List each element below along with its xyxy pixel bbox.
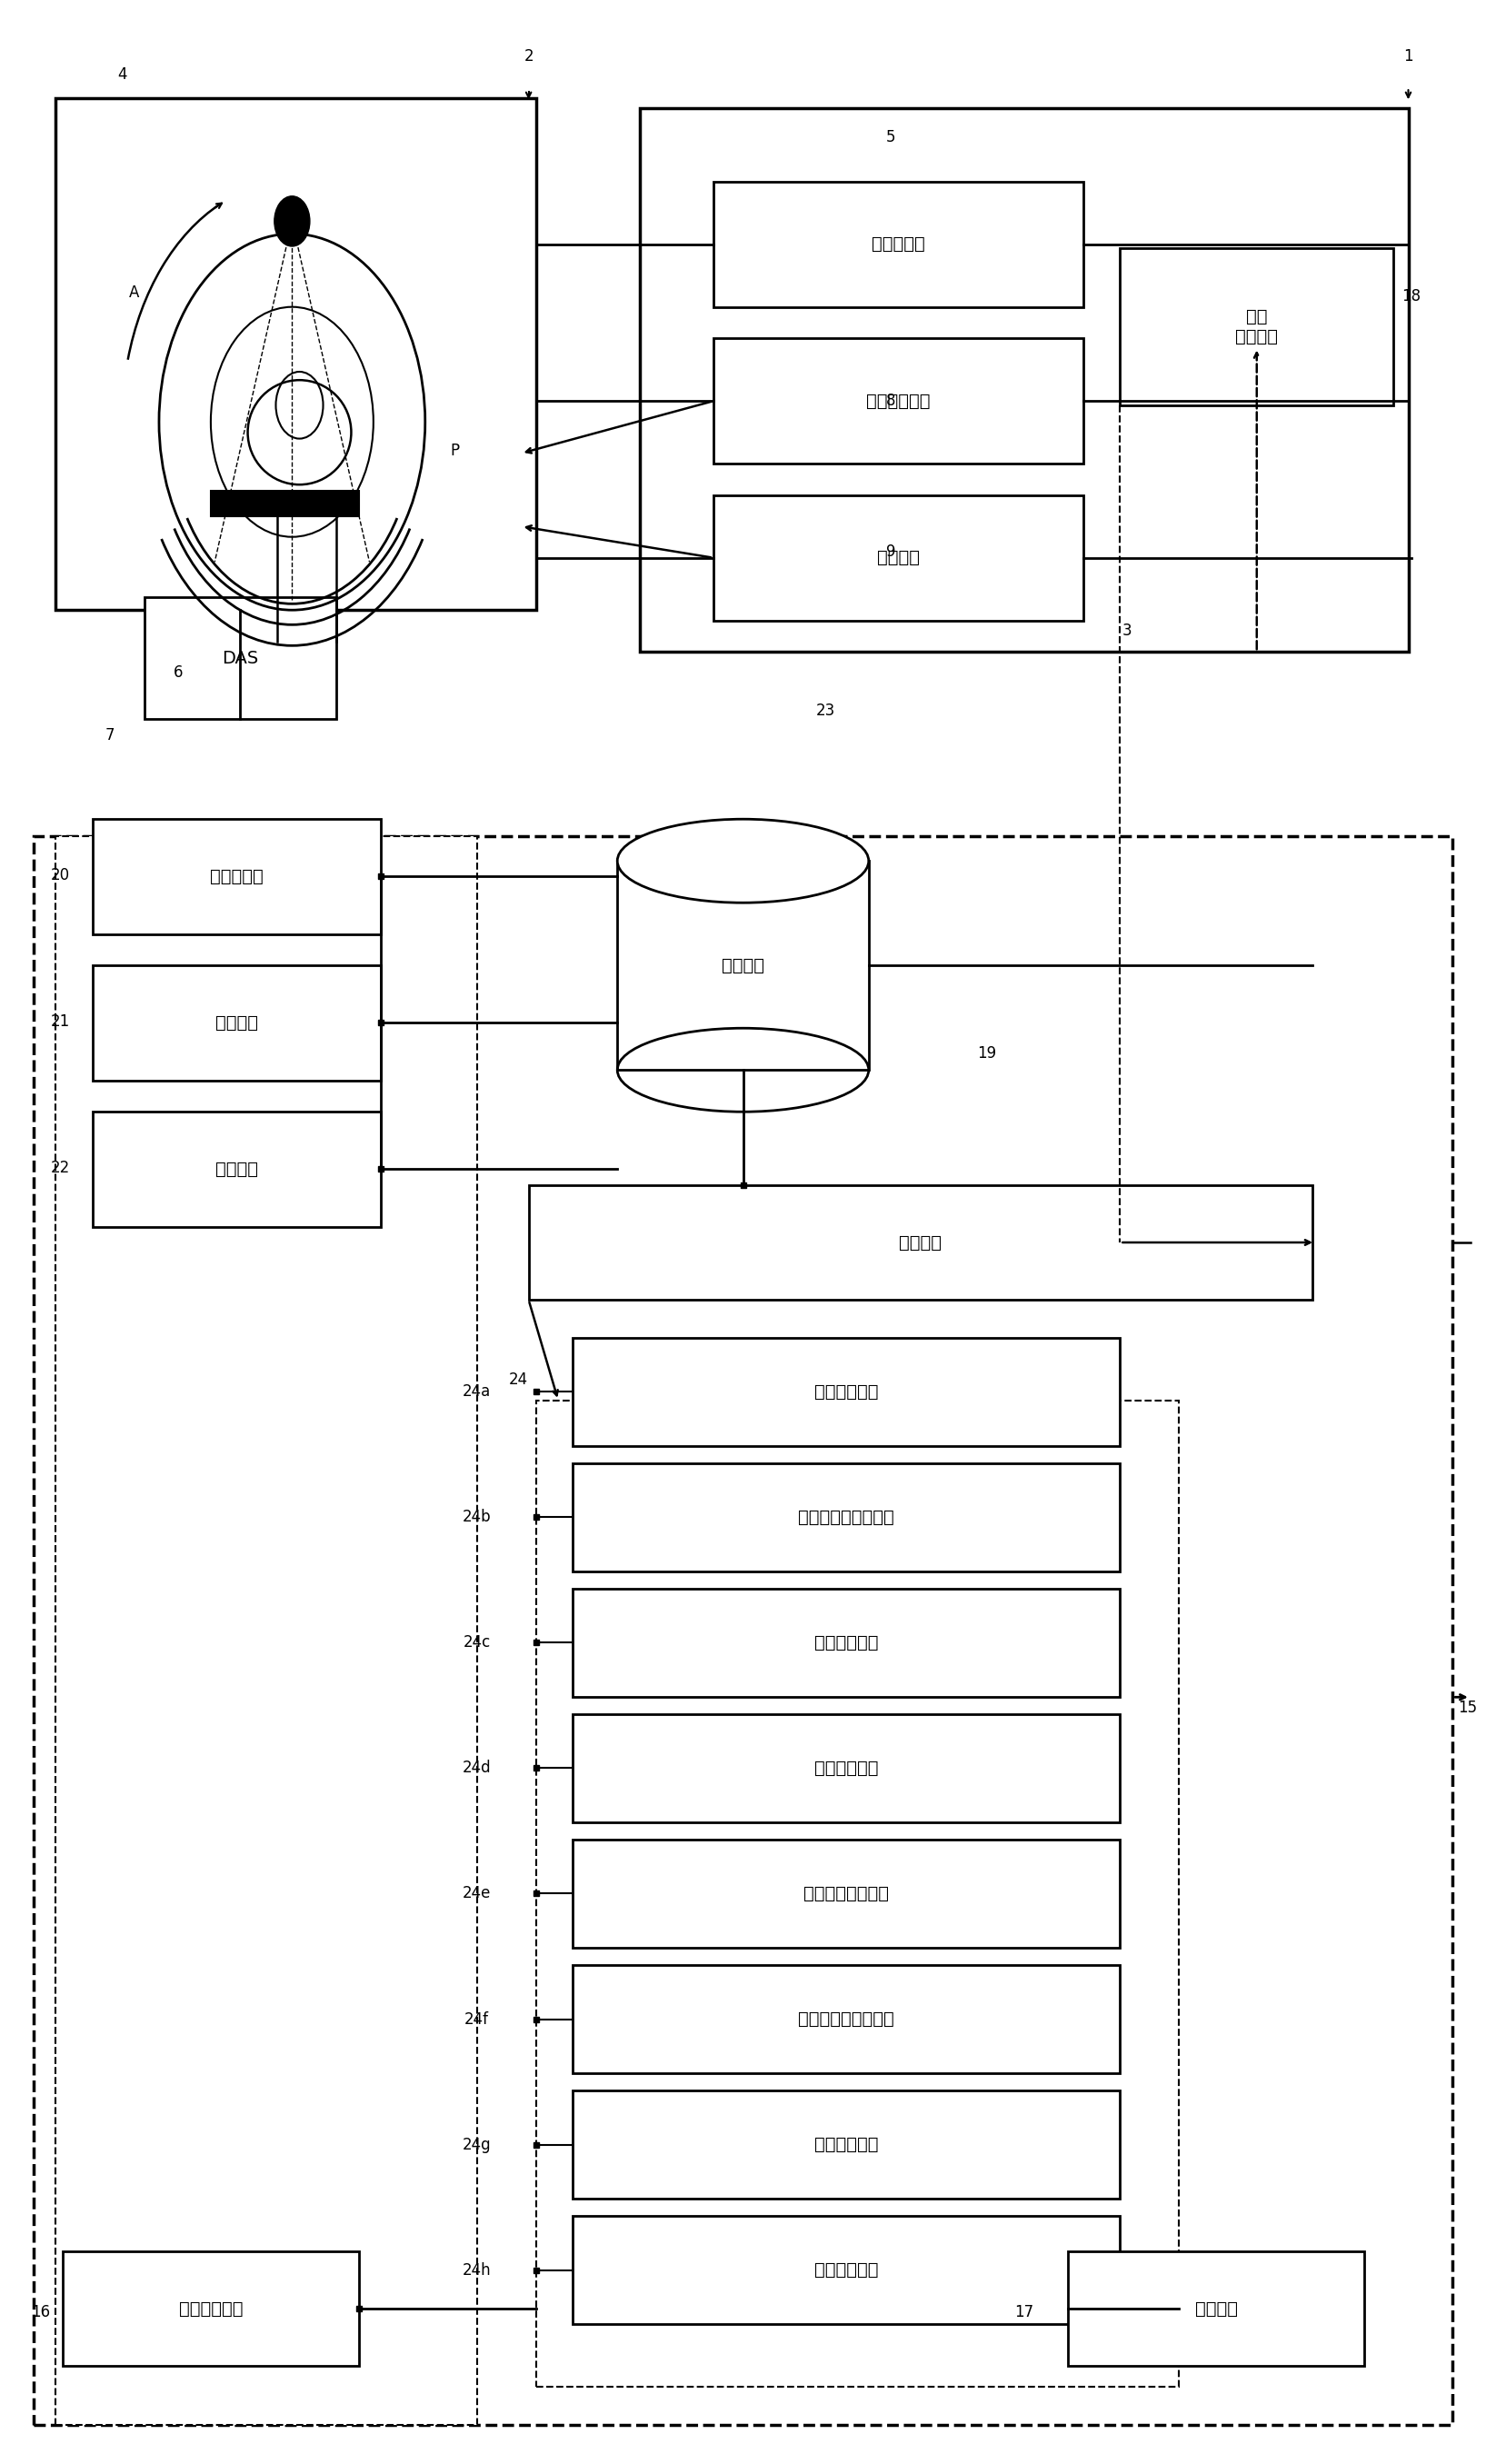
Text: 掩模处理单元: 掩模处理单元 xyxy=(814,1759,878,1777)
FancyBboxPatch shape xyxy=(574,2215,1120,2324)
FancyBboxPatch shape xyxy=(1068,2252,1364,2365)
Text: 矩阵减化单元: 矩阵减化单元 xyxy=(814,1634,878,1651)
Text: 输入单元: 输入单元 xyxy=(1195,2299,1238,2316)
Text: 19: 19 xyxy=(978,1045,997,1062)
Text: 3: 3 xyxy=(1122,623,1132,638)
Text: 4: 4 xyxy=(117,67,126,84)
Text: 8: 8 xyxy=(886,392,896,409)
Text: 图像合成单元: 图像合成单元 xyxy=(814,2136,878,2154)
Text: 18: 18 xyxy=(1401,288,1421,306)
FancyBboxPatch shape xyxy=(1120,249,1394,404)
Text: DAS: DAS xyxy=(221,650,259,668)
Text: 15: 15 xyxy=(1458,1700,1477,1715)
Text: 心电图机: 心电图机 xyxy=(877,549,920,567)
Text: 22: 22 xyxy=(51,1161,70,1175)
Text: 存储设备: 存储设备 xyxy=(722,956,764,973)
FancyBboxPatch shape xyxy=(713,338,1083,463)
Text: 23: 23 xyxy=(816,702,835,719)
Text: A: A xyxy=(129,283,140,301)
FancyBboxPatch shape xyxy=(144,596,336,719)
Text: 24d: 24d xyxy=(462,1759,492,1777)
FancyBboxPatch shape xyxy=(92,1111,380,1227)
Text: 24g: 24g xyxy=(462,2136,492,2154)
Text: 控制单元: 控制单元 xyxy=(899,1234,942,1252)
Text: 20: 20 xyxy=(51,867,70,885)
Text: 扫描
控制设备: 扫描 控制设备 xyxy=(1235,308,1278,345)
FancyBboxPatch shape xyxy=(574,2089,1120,2198)
Text: 预处理单元: 预处理单元 xyxy=(210,867,263,885)
FancyBboxPatch shape xyxy=(617,860,869,1069)
FancyBboxPatch shape xyxy=(211,490,358,515)
FancyBboxPatch shape xyxy=(574,1715,1120,1823)
Text: 高压发电机: 高压发电机 xyxy=(871,237,924,254)
Text: 16: 16 xyxy=(31,2304,51,2321)
FancyBboxPatch shape xyxy=(574,1589,1120,1698)
Text: 24h: 24h xyxy=(462,2262,492,2279)
FancyBboxPatch shape xyxy=(92,966,380,1079)
FancyBboxPatch shape xyxy=(574,1338,1120,1446)
Text: 24b: 24b xyxy=(462,1508,492,1525)
Text: P: P xyxy=(450,444,459,458)
Text: 9: 9 xyxy=(886,545,896,559)
FancyBboxPatch shape xyxy=(92,818,380,934)
Text: 图像显示单元: 图像显示单元 xyxy=(178,2299,242,2316)
Text: 17: 17 xyxy=(1015,2304,1033,2321)
FancyBboxPatch shape xyxy=(713,495,1083,621)
Text: 7: 7 xyxy=(106,727,114,744)
Text: 倾斜横截面转换单元: 倾斜横截面转换单元 xyxy=(798,2011,895,2028)
Text: 21: 21 xyxy=(51,1013,70,1030)
Circle shape xyxy=(275,197,309,246)
Text: 24a: 24a xyxy=(462,1385,490,1400)
FancyBboxPatch shape xyxy=(529,1185,1312,1301)
Text: 24c: 24c xyxy=(464,1634,490,1651)
FancyBboxPatch shape xyxy=(55,835,477,2425)
FancyBboxPatch shape xyxy=(55,99,536,611)
Ellipse shape xyxy=(617,818,869,902)
Text: 24f: 24f xyxy=(465,2011,489,2028)
FancyBboxPatch shape xyxy=(574,1464,1120,1572)
Text: 切片厕度加法器单元: 切片厕度加法器单元 xyxy=(798,1508,895,1525)
FancyBboxPatch shape xyxy=(33,835,1453,2425)
Text: 显示处理单元: 显示处理单元 xyxy=(814,2262,878,2279)
Text: 1: 1 xyxy=(1403,47,1413,64)
Text: 24e: 24e xyxy=(462,1885,492,1902)
FancyBboxPatch shape xyxy=(574,1964,1120,2075)
Text: 重建单元: 重建单元 xyxy=(215,1161,259,1178)
Text: 血流图像产生单元: 血流图像产生单元 xyxy=(804,1885,889,1902)
FancyBboxPatch shape xyxy=(713,182,1083,308)
Text: 6: 6 xyxy=(174,665,183,680)
Text: 造影剂注射器: 造影剂注射器 xyxy=(866,392,930,409)
FancyBboxPatch shape xyxy=(574,1838,1120,1949)
Text: 图像获取单元: 图像获取单元 xyxy=(814,1382,878,1400)
Text: 5: 5 xyxy=(886,131,896,145)
Text: 24: 24 xyxy=(508,1370,528,1387)
Text: 2: 2 xyxy=(523,47,533,64)
Text: 存储单元: 存储单元 xyxy=(215,1015,259,1032)
FancyBboxPatch shape xyxy=(62,2252,358,2365)
FancyBboxPatch shape xyxy=(536,1400,1178,2388)
FancyBboxPatch shape xyxy=(639,108,1409,653)
